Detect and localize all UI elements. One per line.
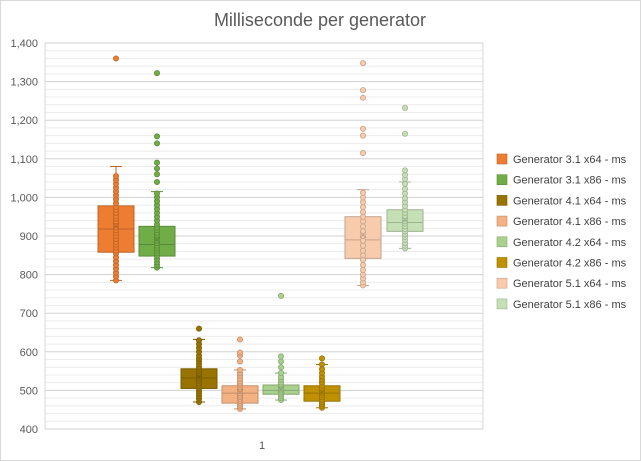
x-axis-category-label: 1 [259, 440, 265, 452]
data-point [277, 292, 284, 299]
mean-marker [277, 385, 285, 393]
y-tick-label: 1,300 [10, 77, 38, 89]
box-series [138, 70, 176, 271]
y-tick-label: 1,400 [10, 38, 38, 50]
data-point [359, 247, 366, 254]
data-point [153, 190, 160, 197]
data-point [153, 171, 160, 178]
legend-item: Generator 4.1 x86 - ms [496, 215, 627, 228]
legend-label: Generator 5.1 x64 - ms [513, 278, 627, 290]
data-point [153, 178, 160, 185]
legend-item: Generator 4.2 x64 - ms [496, 236, 627, 249]
box-series [386, 104, 424, 252]
data-point [277, 358, 284, 365]
mean-marker [153, 236, 161, 244]
mean-marker [112, 222, 120, 230]
y-tick-label: 1,100 [10, 154, 38, 166]
y-tick-label: 400 [20, 424, 38, 436]
mean-marker [359, 231, 367, 239]
legend-item: Generator 3.1 x86 - ms [496, 174, 627, 187]
data-point [153, 140, 160, 147]
legend-label: Generator 4.2 x64 - ms [513, 237, 627, 249]
legend-swatch [496, 298, 508, 310]
legend-item: Generator 3.1 x64 - ms [496, 153, 627, 166]
data-point [153, 133, 160, 140]
box-series [344, 60, 382, 289]
data-point [401, 180, 408, 187]
data-point [277, 353, 284, 360]
data-point [359, 87, 366, 94]
data-point [236, 336, 243, 343]
legend-label: Generator 4.2 x86 - ms [513, 258, 627, 270]
y-tick-label: 500 [20, 385, 38, 397]
data-point [359, 261, 366, 268]
data-point [401, 104, 408, 111]
legend-swatch [496, 174, 508, 185]
legend-label: Generator 4.1 x64 - ms [513, 195, 627, 207]
mean-marker [318, 388, 326, 396]
data-point [277, 370, 284, 377]
y-axis-tick-labels: 400 500 600 700 800 900 1,000 1,100 1,200 1,300 1,… [10, 38, 38, 436]
data-point [153, 70, 160, 77]
box-plots [97, 55, 424, 412]
data-point [359, 209, 366, 216]
data-point [236, 366, 243, 373]
legend-label: Generator 3.1 x86 - ms [513, 175, 627, 187]
data-point [359, 266, 366, 273]
legend-item: Generator 5.1 x86 - ms [496, 298, 627, 311]
data-point [318, 355, 325, 362]
data-point [359, 223, 366, 230]
data-point [359, 60, 366, 67]
y-tick-label: 1,200 [10, 115, 38, 127]
data-point [113, 55, 120, 62]
y-tick-label: 800 [20, 270, 38, 282]
y-tick-label: 600 [20, 347, 38, 359]
data-point [153, 165, 160, 172]
legend: Generator 3.1 x64 - ms Generator 3.1 x86 … [496, 153, 627, 311]
data-point [113, 173, 120, 180]
data-point [277, 364, 284, 371]
box-series [97, 55, 135, 284]
legend-swatch [496, 153, 508, 165]
data-point [401, 167, 408, 174]
box-series [221, 336, 259, 412]
legend-swatch [496, 215, 508, 227]
legend-item: Generator 4.2 x86 - ms [496, 257, 627, 270]
legend-swatch [496, 195, 508, 206]
legend-swatch [496, 257, 508, 268]
data-point [318, 361, 325, 368]
box-series [303, 355, 341, 411]
data-point [359, 242, 366, 249]
data-point [359, 204, 366, 211]
data-point [359, 125, 366, 132]
data-point [359, 189, 366, 196]
data-point [236, 358, 243, 365]
y-tick-label: 900 [20, 231, 38, 243]
mean-marker [236, 388, 244, 396]
data-point [401, 130, 408, 137]
legend-swatch [496, 277, 508, 289]
box-series [262, 292, 300, 404]
data-point [195, 337, 202, 344]
data-point [236, 349, 243, 356]
legend-label: Generator 3.1 x64 - ms [513, 154, 627, 166]
legend-label: Generator 4.1 x86 - ms [513, 216, 627, 228]
box-series [180, 325, 218, 405]
legend-item: Generator 5.1 x64 - ms [496, 277, 627, 290]
mean-marker [195, 373, 203, 381]
legend-swatch [496, 236, 508, 248]
chart-title: Milliseconde per generator [214, 10, 426, 30]
y-tick-label: 700 [20, 308, 38, 320]
data-point [359, 132, 366, 139]
legend-item: Generator 4.1 x64 - ms [496, 195, 627, 207]
legend-label: Generator 5.1 x86 - ms [513, 299, 627, 311]
mean-marker [401, 216, 409, 224]
data-point [359, 150, 366, 157]
data-point [153, 159, 160, 166]
y-tick-label: 1,000 [10, 192, 38, 204]
data-point [195, 325, 202, 332]
data-point [359, 94, 366, 101]
data-point [401, 185, 408, 192]
